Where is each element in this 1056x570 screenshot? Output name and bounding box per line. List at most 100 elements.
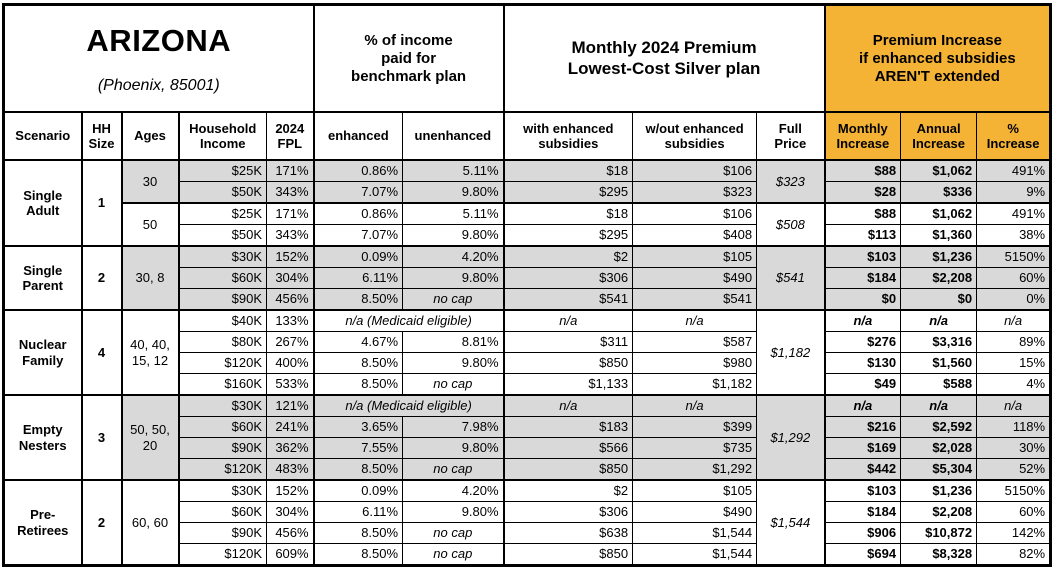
unenhanced-cell: 5.11% bbox=[402, 202, 505, 226]
full-price-cell: $541 bbox=[756, 245, 826, 311]
unenhanced-cell: no cap bbox=[402, 373, 505, 396]
income-cell: $80K bbox=[177, 331, 267, 354]
wout-subsidies-cell: $587 bbox=[632, 331, 758, 354]
with-subsidies-cell: $18 bbox=[502, 159, 634, 183]
ages-cell: 50, 50, 20 bbox=[120, 394, 179, 481]
wout-subsidies-cell: $106 bbox=[632, 159, 758, 183]
enhanced-cell: 6.11% bbox=[312, 267, 404, 290]
col-header-monthly-increase: Monthly Increase bbox=[823, 111, 902, 162]
fpl-cell: 133% bbox=[265, 309, 315, 333]
hh-size-cell: 3 bbox=[80, 394, 122, 481]
income-cell: $40K bbox=[177, 309, 267, 333]
with-subsidies-cell: $2 bbox=[502, 479, 634, 503]
monthly-increase-cell: $49 bbox=[823, 373, 902, 396]
table-row: Single Parent 2 30, 8 $30K 152% 0.09% 4.20% $2 $… bbox=[3, 245, 1052, 311]
fpl-cell: 171% bbox=[265, 159, 315, 183]
monthly-increase-cell: $184 bbox=[823, 501, 902, 524]
with-subsidies-cell: $295 bbox=[502, 181, 634, 204]
annual-increase-cell: $1,360 bbox=[900, 224, 978, 247]
income-pct-group-header: % of income paid for benchmark plan bbox=[312, 4, 505, 114]
with-subsidies-cell: $18 bbox=[502, 202, 634, 226]
wout-subsidies-cell: $541 bbox=[632, 288, 758, 311]
pct-increase-cell: 4% bbox=[976, 373, 1052, 396]
fpl-cell: 267% bbox=[265, 331, 315, 354]
annual-increase-cell: n/a bbox=[900, 309, 978, 333]
monthly-increase-cell: $906 bbox=[823, 522, 902, 545]
unenhanced-cell: 9.80% bbox=[402, 501, 505, 524]
annual-increase-cell: $336 bbox=[900, 181, 978, 204]
annual-increase-cell: $8,328 bbox=[900, 543, 978, 567]
fpl-cell: 171% bbox=[265, 202, 315, 226]
full-price-cell: $1,182 bbox=[756, 309, 826, 396]
with-subsidies-cell: $638 bbox=[502, 522, 634, 545]
income-cell: $120K bbox=[177, 543, 267, 567]
state-title: ARIZONA bbox=[86, 22, 232, 58]
with-subsidies-cell: n/a bbox=[502, 309, 634, 333]
unenhanced-cell: 4.20% bbox=[402, 245, 505, 269]
table-row: $60K 304% 6.11% 9.80% $306 $490 $184 $2,208 60% bbox=[4, 267, 1052, 290]
annual-increase-cell: $2,208 bbox=[900, 267, 978, 290]
unenhanced-cell: 4.20% bbox=[402, 479, 505, 503]
pct-increase-cell: 15% bbox=[976, 352, 1052, 375]
medicaid-note-cell: n/a (Medicaid eligible) bbox=[312, 309, 505, 333]
annual-increase-cell: $2,028 bbox=[900, 437, 978, 460]
income-cell: $50K bbox=[177, 181, 267, 204]
ages-cell: 60, 60 bbox=[120, 479, 179, 567]
fpl-cell: 533% bbox=[265, 373, 315, 396]
enhanced-cell: 4.67% bbox=[312, 331, 404, 354]
fpl-cell: 121% bbox=[265, 394, 315, 418]
monthly-increase-cell: $276 bbox=[823, 331, 902, 354]
fpl-cell: 241% bbox=[265, 416, 315, 439]
annual-increase-cell: n/a bbox=[900, 394, 978, 418]
col-header-income: Household Income bbox=[177, 111, 267, 162]
enhanced-cell: 8.50% bbox=[312, 522, 404, 545]
with-subsidies-cell: $850 bbox=[502, 458, 634, 481]
wout-subsidies-cell: $105 bbox=[632, 479, 758, 503]
wout-subsidies-cell: $1,544 bbox=[632, 522, 758, 545]
premium-group-header: Monthly 2024 Premium Lowest-Cost Silver … bbox=[502, 4, 826, 114]
col-header-with-subsidies: with enhanced subsidies bbox=[502, 111, 634, 162]
enhanced-cell: 0.86% bbox=[312, 202, 404, 226]
hh-size-cell: 2 bbox=[80, 245, 122, 311]
monthly-increase-cell: $442 bbox=[823, 458, 902, 481]
unenhanced-cell: 9.80% bbox=[402, 224, 505, 247]
pct-increase-cell: 5150% bbox=[976, 479, 1052, 503]
unenhanced-cell: 9.80% bbox=[402, 267, 505, 290]
with-subsidies-cell: $306 bbox=[502, 501, 634, 524]
fpl-cell: 152% bbox=[265, 479, 315, 503]
monthly-increase-cell: $88 bbox=[823, 159, 902, 183]
wout-subsidies-cell: $1,544 bbox=[632, 543, 758, 567]
full-price-cell: $508 bbox=[756, 202, 826, 247]
unenhanced-cell: no cap bbox=[402, 522, 505, 545]
fpl-cell: 483% bbox=[265, 458, 315, 481]
annual-increase-cell: $1,062 bbox=[900, 202, 978, 226]
increase-group-header: Premium Increase if enhanced subsidies A… bbox=[823, 4, 1052, 114]
wout-subsidies-cell: $105 bbox=[632, 245, 758, 269]
annual-increase-cell: $588 bbox=[900, 373, 978, 396]
fpl-cell: 362% bbox=[265, 437, 315, 460]
ages-cell: 30 bbox=[120, 159, 179, 204]
premium-table: ARIZONA (Phoenix, 85001) % of income pai… bbox=[2, 3, 1053, 568]
monthly-increase-cell: $169 bbox=[823, 437, 902, 460]
table-row: Empty Nesters 3 50, 50, 20 $30K 121% n/a (Med… bbox=[3, 394, 1052, 481]
with-subsidies-cell: $2 bbox=[502, 245, 634, 269]
with-subsidies-cell: $306 bbox=[502, 267, 634, 290]
pct-increase-cell: 491% bbox=[976, 159, 1052, 183]
income-cell: $90K bbox=[177, 288, 267, 311]
enhanced-cell: 7.55% bbox=[312, 437, 404, 460]
scenario-cell: Pre-Retirees bbox=[3, 479, 82, 567]
unenhanced-cell: no cap bbox=[402, 543, 505, 567]
income-cell: $120K bbox=[177, 352, 267, 375]
table-row: $60K 241% 3.65% 7.98% $183 $399 $216 $2,592 118% bbox=[4, 416, 1052, 439]
wout-subsidies-cell: $490 bbox=[632, 267, 758, 290]
annual-increase-cell: $3,316 bbox=[900, 331, 978, 354]
fpl-cell: 304% bbox=[265, 267, 315, 290]
scenario-cell: Single Parent bbox=[3, 245, 82, 311]
income-cell: $120K bbox=[177, 458, 267, 481]
table-row: $50K 343% 7.07% 9.80% $295 $408 $113 $1,360 38% bbox=[4, 224, 1052, 247]
with-subsidies-cell: $541 bbox=[502, 288, 634, 311]
with-subsidies-cell: $850 bbox=[502, 352, 634, 375]
monthly-increase-cell: n/a bbox=[823, 394, 902, 418]
income-cell: $30K bbox=[177, 394, 267, 418]
fpl-cell: 456% bbox=[265, 522, 315, 545]
